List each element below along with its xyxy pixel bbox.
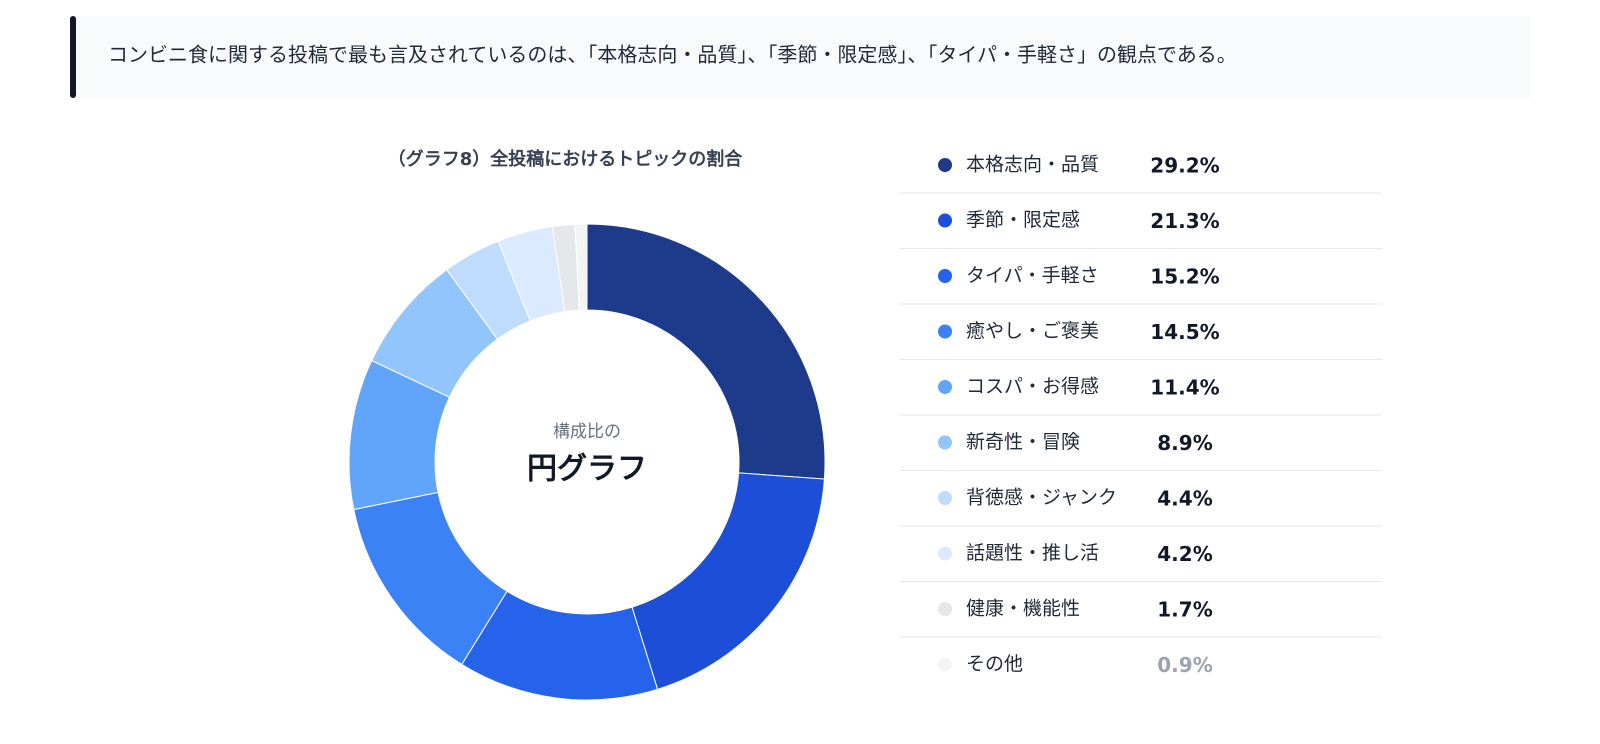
legend-dot	[938, 213, 952, 228]
value-label: 15.2%	[1150, 265, 1219, 289]
legend-dot	[938, 380, 952, 394]
value-label: 0.9%	[1157, 653, 1212, 677]
center-subtitle: 構成比の	[553, 422, 621, 442]
legend-label: 話題性・推し活	[966, 542, 1099, 564]
legend-dot	[938, 324, 952, 339]
legend-label: 背徳感・ジャンク	[966, 487, 1117, 509]
slice	[586, 223, 826, 480]
legend-dot	[938, 269, 952, 283]
legend-dot	[938, 546, 952, 561]
legend-label: コスパ・お得感	[966, 376, 1099, 398]
value-label: 8.9%	[1157, 431, 1212, 455]
legend-dot	[938, 657, 952, 672]
center-title: 円グラフ	[527, 452, 647, 487]
legend-dot	[938, 435, 952, 450]
legend-label: タイパ・手軽さ	[966, 265, 1099, 287]
value-label: 4.4%	[1157, 487, 1212, 511]
value-label: 11.4%	[1150, 376, 1219, 400]
value-label: 29.2%	[1150, 154, 1219, 178]
slice	[574, 223, 588, 311]
header-text: コンビニ食に関する投稿で最も言及されているのは、「本格志向・品質」、「季節・限定…	[108, 43, 1237, 67]
legend-dot	[938, 602, 952, 616]
legend-label: 新奇性・冒険	[966, 431, 1080, 453]
legend-label: 本格志向・品質	[966, 154, 1099, 176]
legend-dot	[938, 491, 952, 505]
legend-label: その他	[966, 653, 1023, 675]
chart-title: （グラフ8）全投稿におけるトピックの割合	[388, 148, 744, 170]
value-label: 21.3%	[1150, 209, 1219, 233]
legend-label: 癒やし・ご褒美	[966, 320, 1099, 342]
header-accent	[70, 16, 76, 98]
slice	[631, 472, 825, 690]
legend-label: 健康・機能性	[966, 598, 1080, 620]
value-label: 1.7%	[1157, 598, 1212, 622]
value-label: 14.5%	[1150, 320, 1219, 344]
header-box	[70, 16, 1530, 98]
value-label: 4.2%	[1157, 542, 1212, 566]
legend-dot	[938, 158, 952, 172]
donut	[348, 223, 826, 701]
legend-label: 季節・限定感	[966, 209, 1080, 231]
